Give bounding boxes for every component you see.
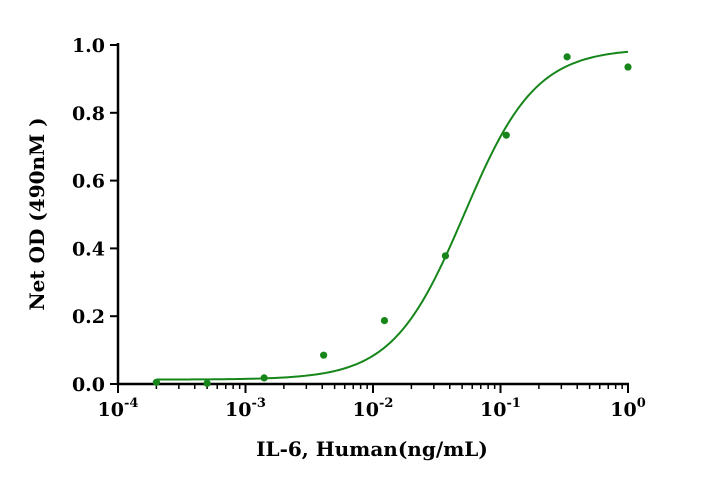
y-tick-label: 0.8 bbox=[72, 103, 105, 125]
data-point bbox=[624, 63, 632, 71]
y-tick-label: 0.4 bbox=[72, 238, 105, 260]
data-point bbox=[380, 317, 389, 325]
data-point bbox=[152, 378, 160, 386]
x-tick-label: 10-4 bbox=[98, 396, 139, 421]
y-axis-title: Net OD (490nM ) bbox=[25, 117, 49, 310]
fit-curve-layer bbox=[156, 50, 629, 381]
x-tick-label: 100 bbox=[610, 396, 646, 421]
y-tick-label: 0.0 bbox=[72, 374, 105, 396]
axes bbox=[116, 43, 629, 386]
data-point bbox=[260, 374, 268, 382]
data-point bbox=[563, 53, 571, 61]
y-tick-label: 1.0 bbox=[72, 35, 105, 57]
ticks: 0.0 0.2 0.4 0.6 0.8 1.0 10-4 10-3 10-2 10-1 100 bbox=[72, 35, 646, 421]
x-tick-label: 10-1 bbox=[480, 396, 521, 421]
fit-curve bbox=[156, 50, 629, 381]
data-point bbox=[203, 379, 211, 387]
data-point bbox=[441, 252, 450, 260]
data-point bbox=[320, 351, 328, 359]
data-points-layer bbox=[152, 53, 632, 387]
y-tick-label: 0.2 bbox=[72, 306, 105, 328]
x-tick-label: 10-2 bbox=[353, 396, 394, 421]
data-point bbox=[502, 131, 510, 139]
y-tick-label: 0.6 bbox=[72, 171, 105, 193]
x-axis-title: IL-6, Human(ng/mL) bbox=[256, 437, 488, 461]
x-tick-label: 10-3 bbox=[225, 396, 266, 421]
